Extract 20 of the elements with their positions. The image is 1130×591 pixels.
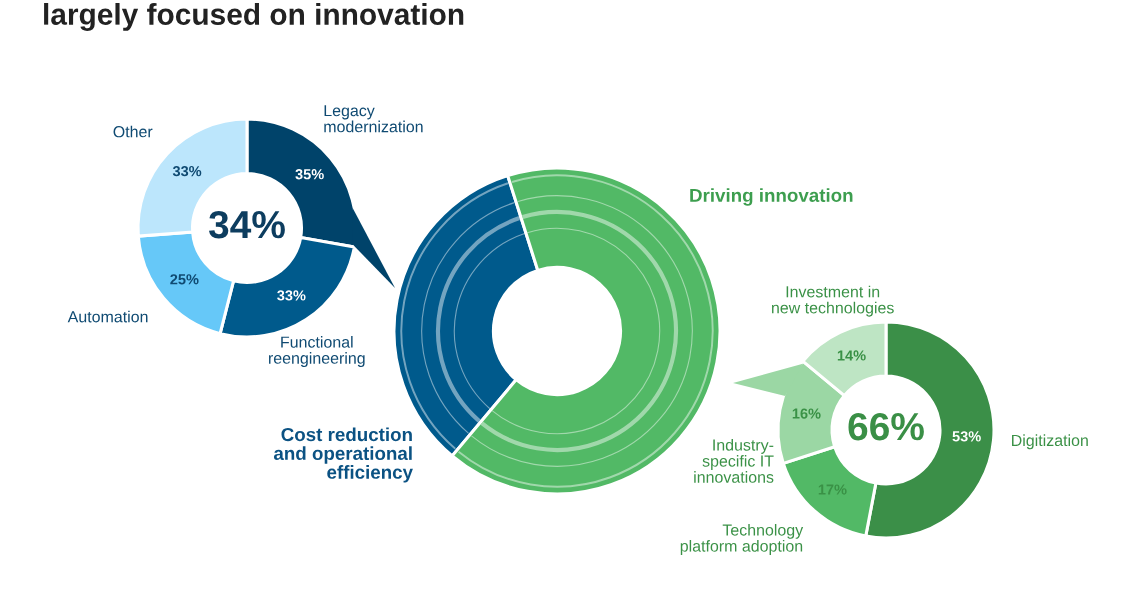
slice-label: Driving innovation	[690, 188, 853, 206]
slice-label: Functional reengineering	[269, 336, 365, 367]
data-label: 16%	[792, 408, 821, 419]
slice-label: Digitization	[1012, 434, 1088, 450]
slice-label: Cost reduction and operational efficiency	[273, 427, 413, 483]
text: 34%	[208, 210, 285, 239]
data-label: 33%	[277, 290, 306, 301]
data-label: 53%	[952, 431, 981, 442]
slice-label: Legacy modernization	[324, 105, 423, 133]
slice-label: Automation	[67, 310, 148, 323]
slice-label: Investment in new technologies	[772, 285, 894, 317]
slice-label: Other	[113, 125, 153, 138]
slice-label: Technology platform adoption	[680, 523, 804, 555]
data-label: 14%	[837, 350, 866, 361]
text: 66%	[848, 412, 924, 441]
data-label: 25%	[170, 274, 199, 285]
data-label: 35%	[295, 169, 324, 180]
chart-title: largely focused on innovation	[44, 3, 464, 31]
slice-label: Industry- specific IT innovations	[694, 438, 774, 483]
data-label: 33%	[172, 165, 202, 177]
